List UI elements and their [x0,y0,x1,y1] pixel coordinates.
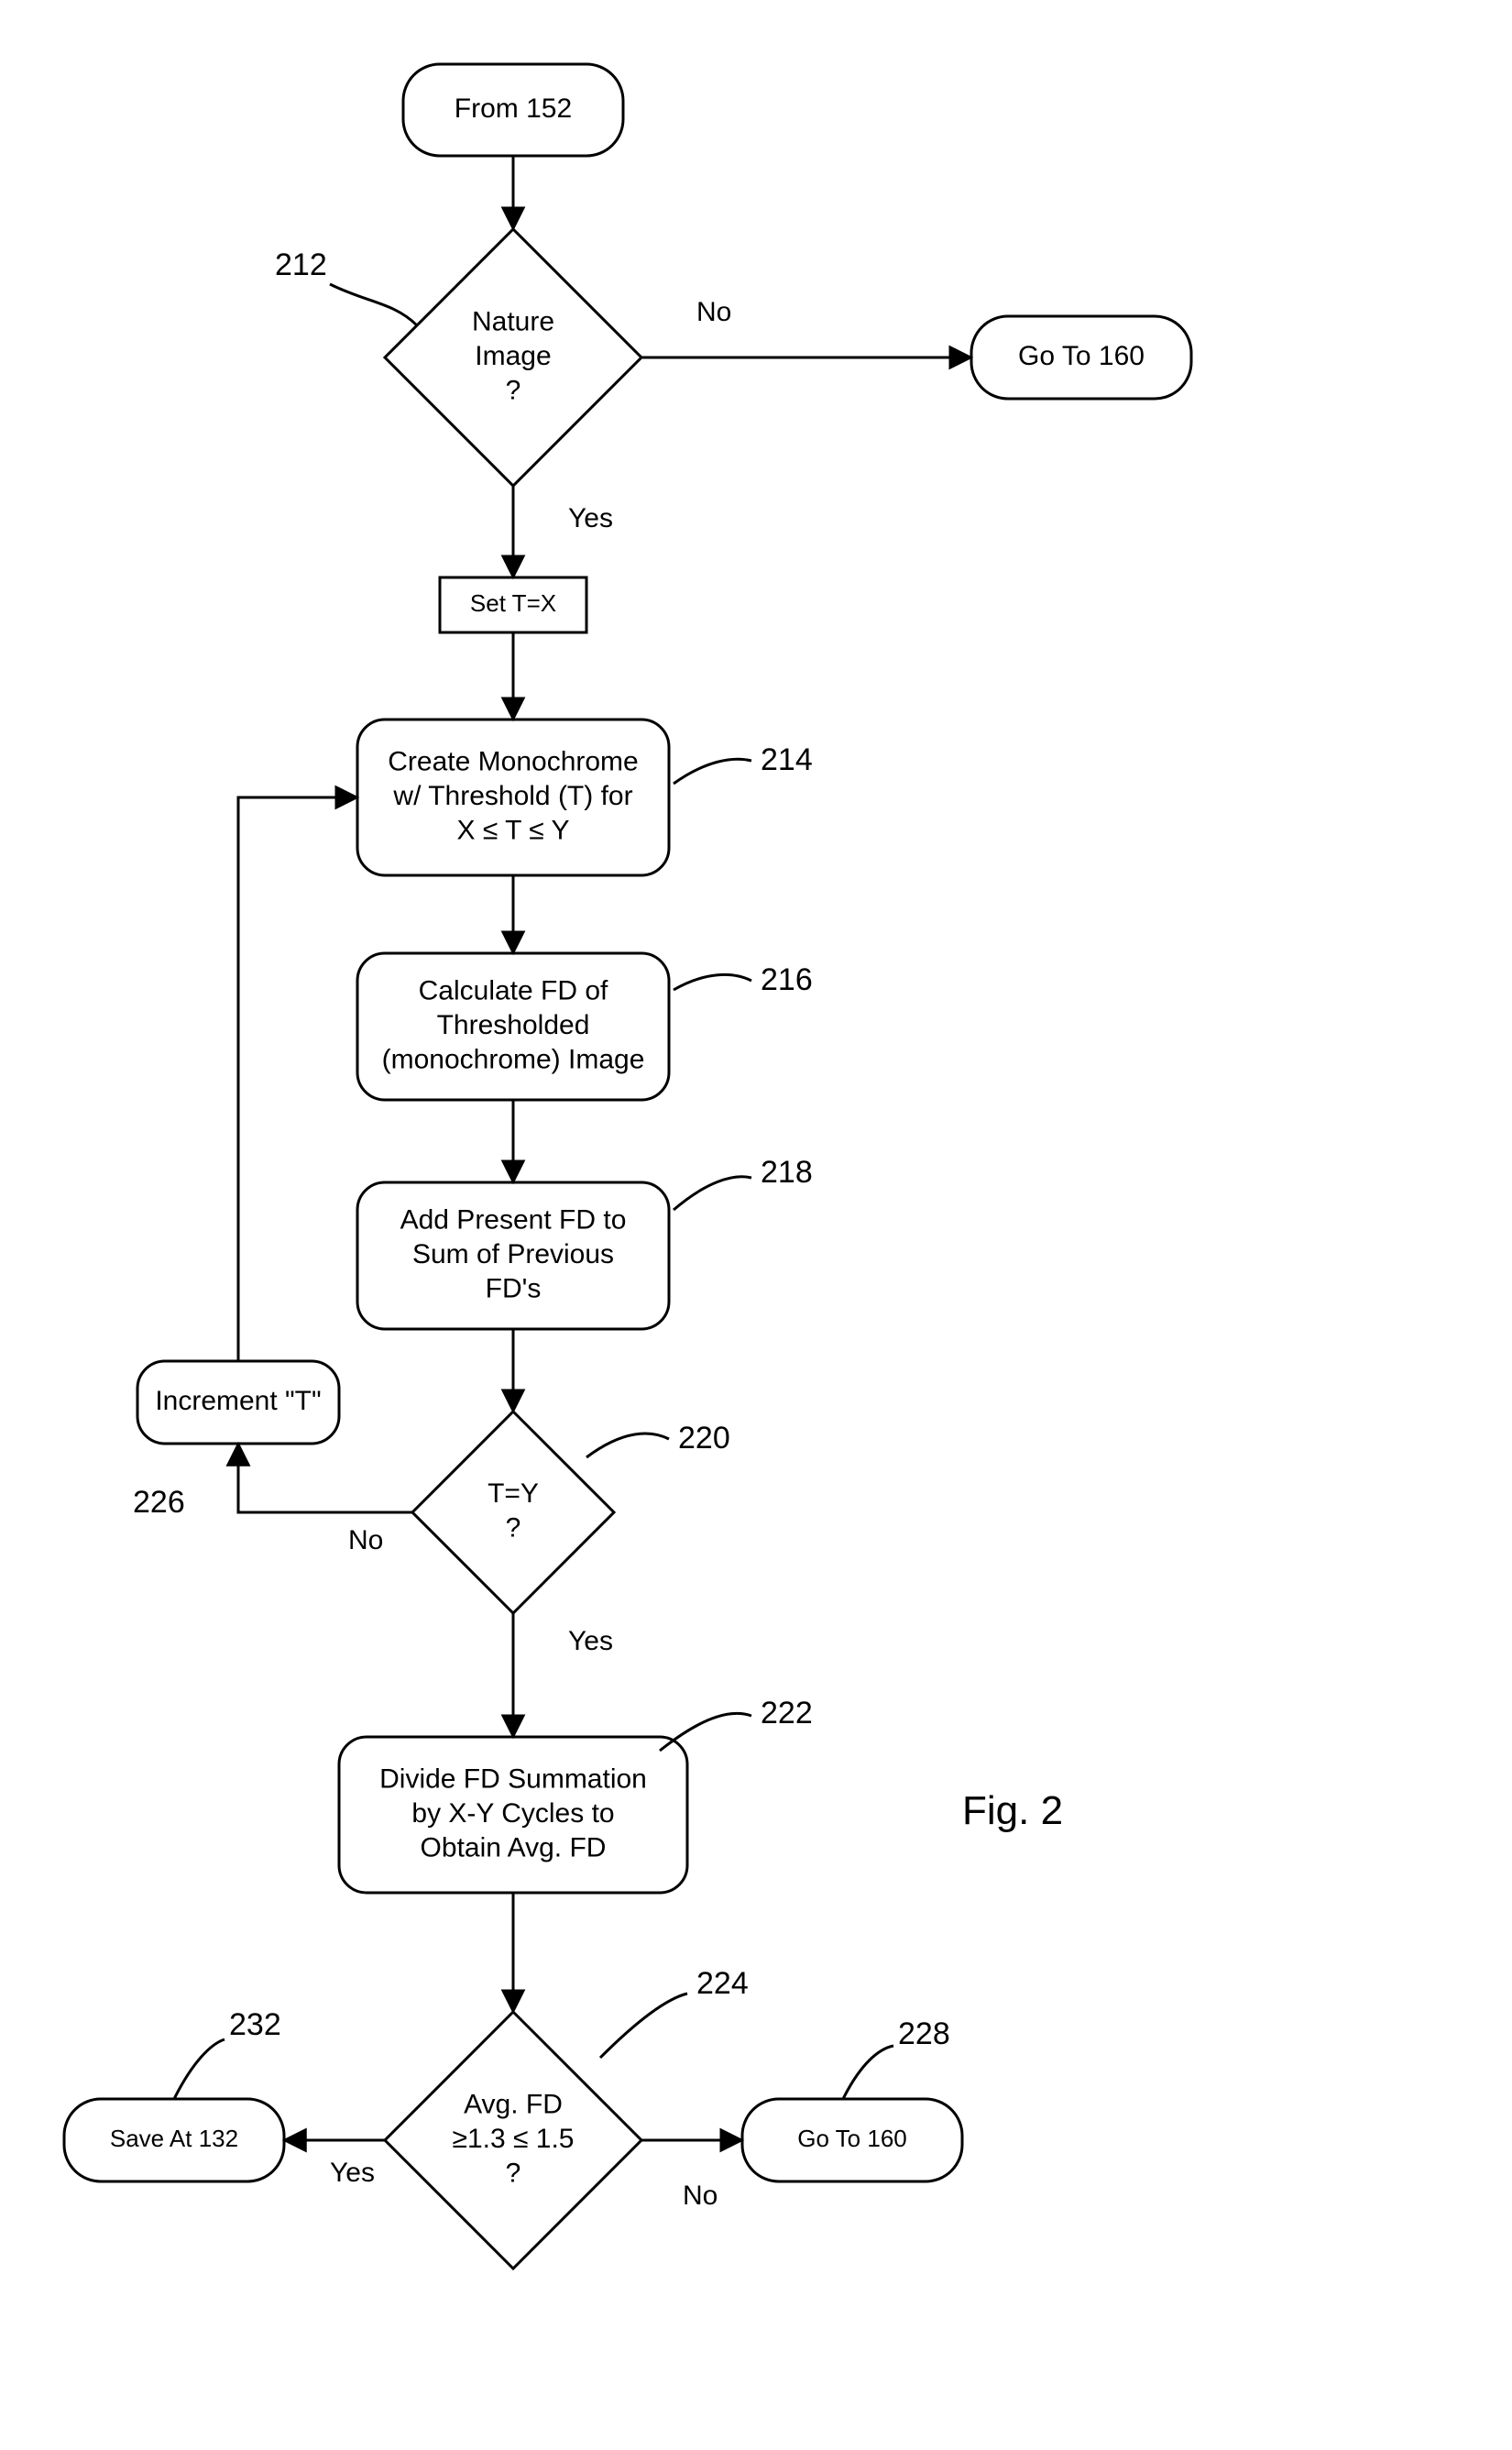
callout-212: 212 [275,247,327,282]
node-p222-text: Obtain Avg. FD [421,1832,607,1862]
node-d220-text: ? [506,1513,521,1544]
node-goto160b: Go To 160 [742,2099,962,2181]
node-save132: Save At 132 [64,2099,284,2181]
node-d224-text: Avg. FD [464,2089,563,2119]
callout-leader-228 [843,2046,893,2099]
node-p214-text: w/ Threshold (T) for [392,781,632,811]
node-p226: Increment "T" [137,1361,339,1444]
node-p214-text: Create Monochrome [388,746,638,776]
edge-d220-p226 [238,1444,412,1512]
edge-label-d212-goto160a: No [696,297,731,327]
node-p222-text: Divide FD Summation [379,1763,647,1794]
node-setTX: Set T=X [440,577,586,632]
callout-222: 222 [761,1696,813,1730]
node-p218-text: FD's [486,1273,542,1303]
callout-228: 228 [898,2016,950,2051]
node-goto160b-text: Go To 160 [797,2125,907,2152]
node-p216-text: Calculate FD of [419,975,608,1005]
node-d224-text: ? [506,2158,521,2188]
node-p222: Divide FD Summation by X-Y Cycles toObtai… [339,1737,687,1893]
node-save132-text: Save At 132 [110,2125,238,2152]
edge-label-d224-save132: Yes [330,2158,375,2188]
callout-220: 220 [678,1421,730,1456]
node-p222-text: by X-Y Cycles to [411,1798,614,1829]
edge-p226-p214 [238,797,357,1361]
callout-leader-232 [174,2039,225,2099]
node-setTX-text: Set T=X [470,589,556,617]
node-d224: Avg. FD ≥1.3 ≤ 1.5? [385,2012,641,2269]
callout-leader-218 [674,1177,751,1210]
node-start: From 152 [403,64,623,156]
node-d212-text: ? [506,375,521,405]
edge-label-d224-goto160b: No [683,2181,718,2211]
callout-leader-212 [330,284,417,325]
callout-232: 232 [229,2007,281,2042]
node-goto160a: Go To 160 [971,316,1191,399]
node-goto160a-text: Go To 160 [1018,341,1145,371]
callout-leader-214 [674,759,751,784]
callout-leader-216 [674,974,751,990]
callout-216: 216 [761,962,813,997]
node-p216: Calculate FD of Thresholded (monochrome) I… [357,953,669,1100]
node-d212-text: Nature [472,306,554,336]
node-d212-text: Image [475,341,551,371]
node-p216-text: Thresholded [437,1010,590,1040]
edge-label-d220-p222: Yes [568,1626,613,1656]
callout-226: 226 [133,1485,185,1520]
node-p216-text: (monochrome) Image [382,1044,645,1074]
node-p214: Create Monochrome w/ Threshold (T) for X ≤… [357,720,669,875]
node-d220-text: T=Y [488,1478,539,1509]
callout-214: 214 [761,742,813,777]
flowchart-figure-2: From 152 Nature Image? Go To 160 Set T=X Crea… [0,0,1512,2450]
figure-label: Fig. 2 [962,1788,1063,1833]
edge-label-d220-p226: No [348,1525,383,1555]
node-p214-text: X ≤ T ≤ Y [457,815,570,845]
callout-224: 224 [696,1966,749,2001]
node-p226-text: Increment "T" [155,1386,321,1416]
node-start-text: From 152 [455,93,572,124]
node-d220: T=Y? [412,1412,614,1613]
node-d212: Nature Image? [385,229,641,486]
node-p218-text: Add Present FD to [400,1204,627,1235]
node-p218-text: Sum of Previous [412,1239,614,1269]
edge-label-d212-setTX: Yes [568,503,613,533]
callout-leader-224 [600,1994,687,2058]
callout-218: 218 [761,1155,813,1190]
callout-leader-220 [586,1434,669,1457]
node-d224-text: ≥1.3 ≤ 1.5 [452,2124,574,2154]
node-p218: Add Present FD to Sum of Previous FD's [357,1182,669,1329]
